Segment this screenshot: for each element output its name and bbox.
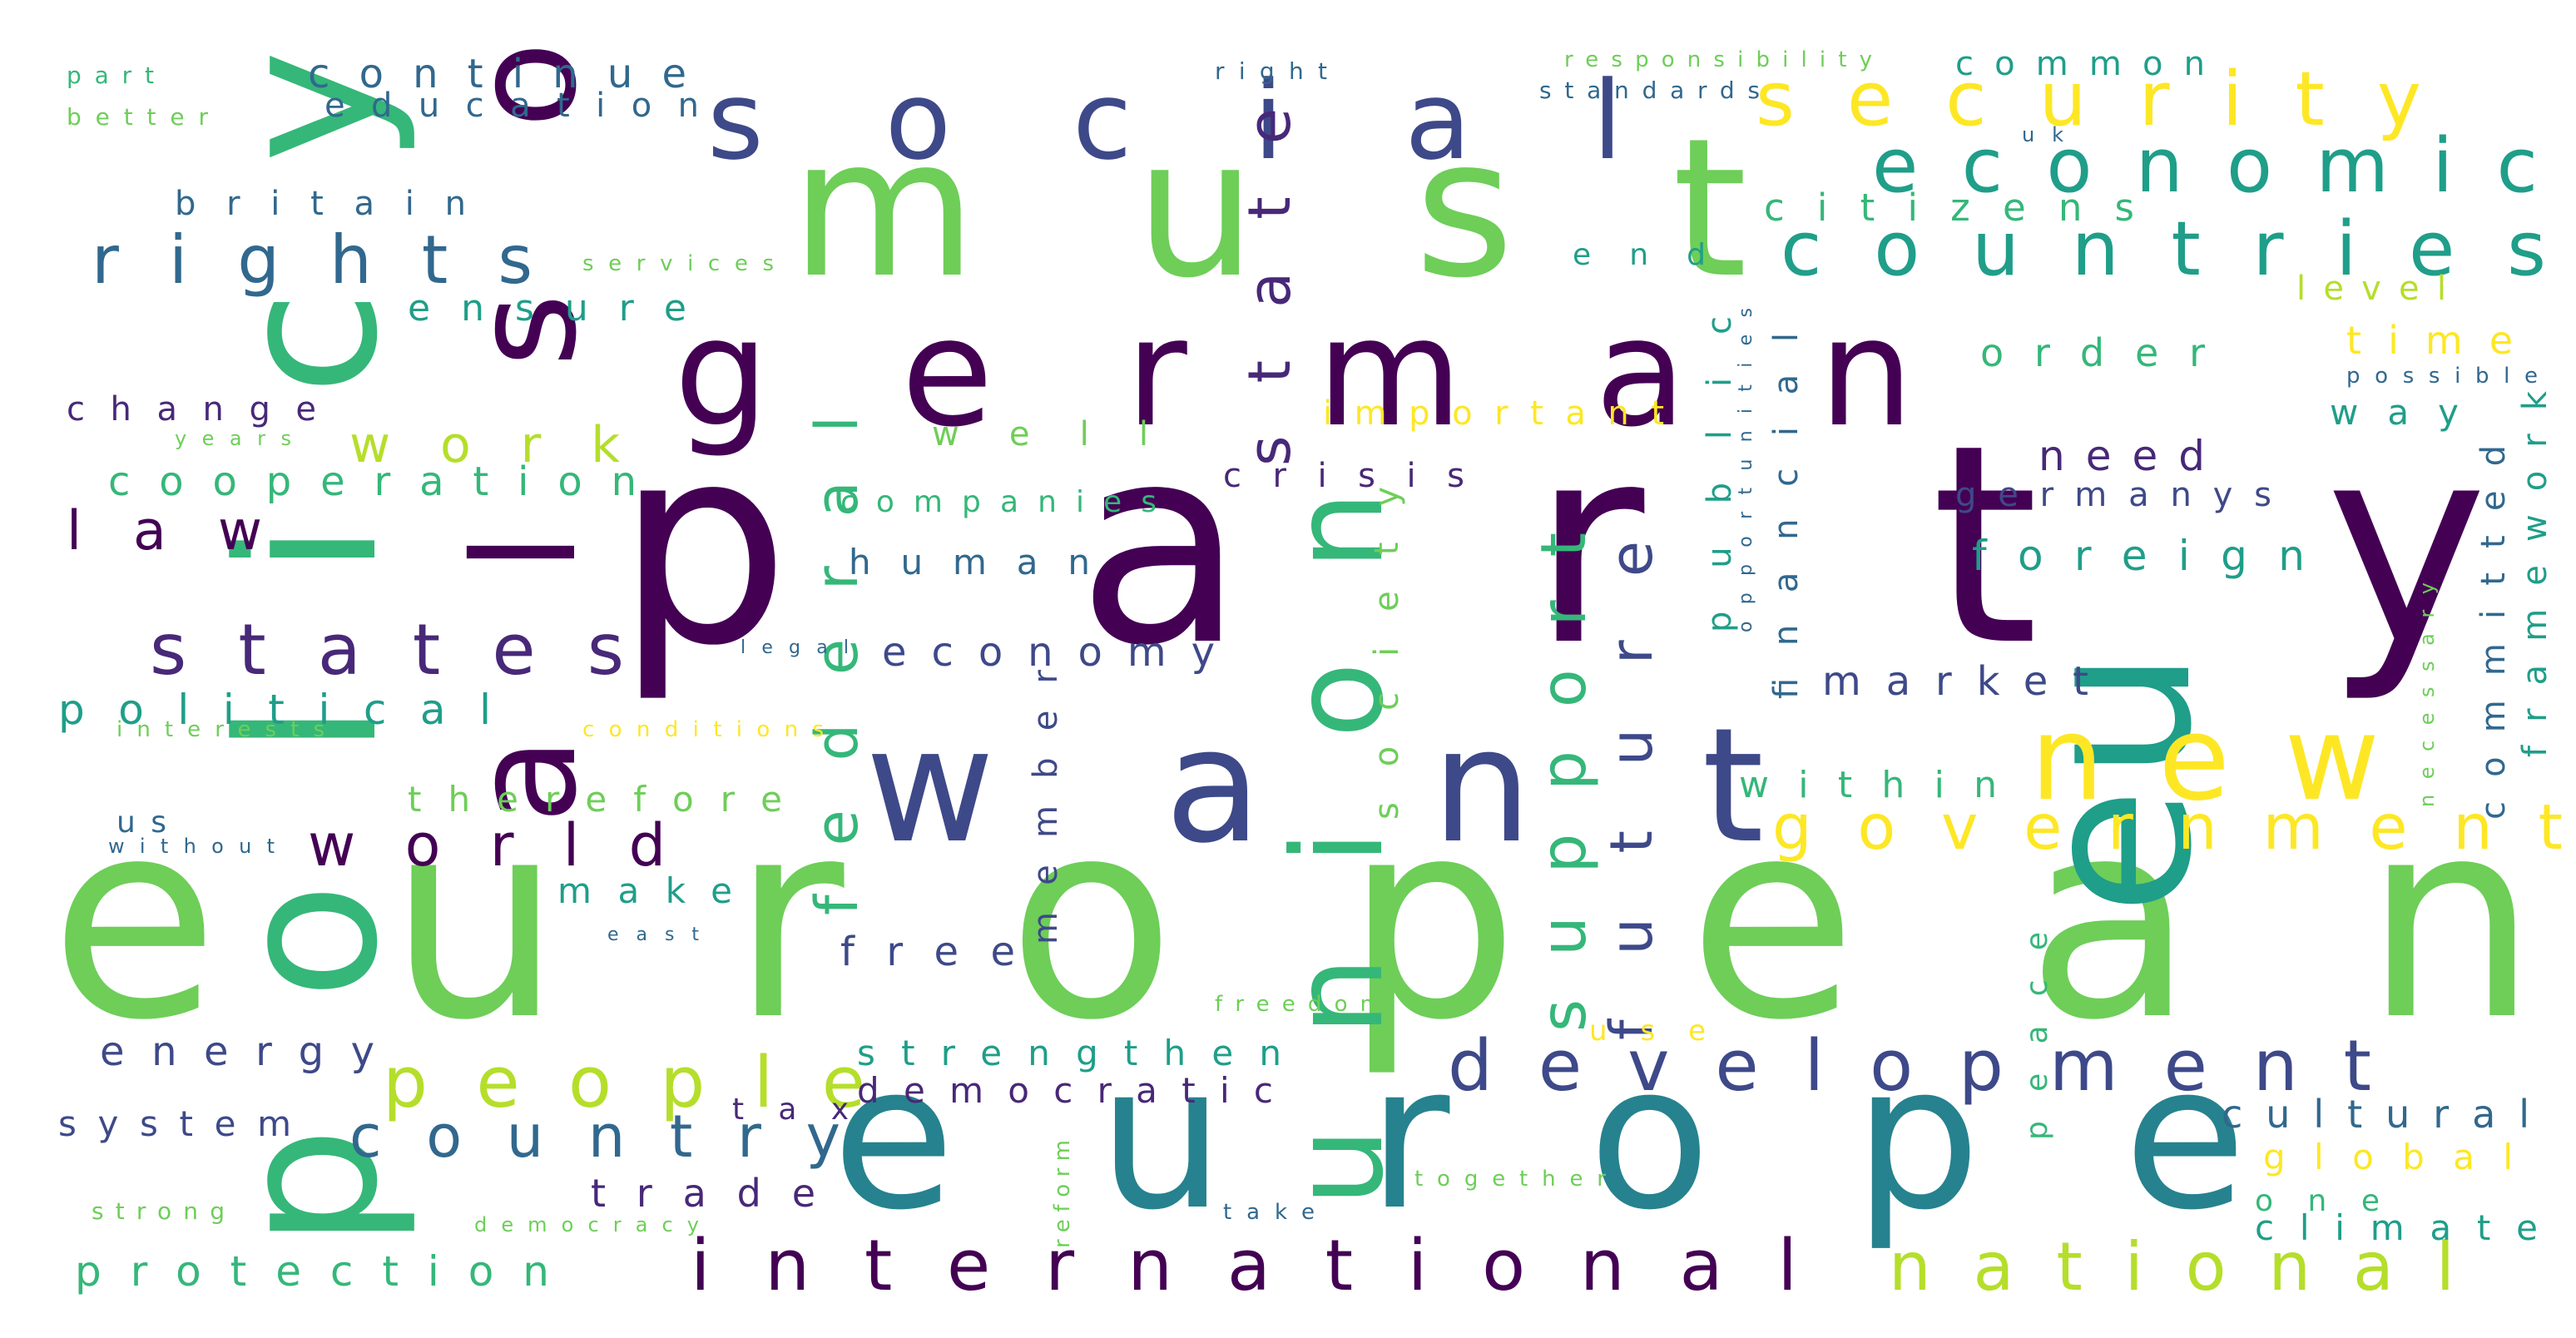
word-need: need: [2039, 432, 2205, 480]
word-part: part: [67, 62, 154, 89]
word-education: education: [324, 87, 699, 125]
word-trade: trade: [591, 1171, 815, 1216]
word-democracy: democracy: [474, 1213, 699, 1236]
word-economy: economy: [882, 629, 1215, 676]
word-public: public: [1701, 316, 1739, 632]
word-support: support: [1527, 533, 1600, 1032]
word-therefore: therefore: [408, 779, 782, 820]
word-international: international: [691, 1225, 1797, 1307]
word-standards: standards: [1539, 77, 1760, 104]
word-states: states: [150, 609, 624, 691]
word-climate: climate: [2255, 1207, 2538, 1248]
word-way: way: [2330, 392, 2459, 433]
word-global: global: [2263, 1137, 2513, 1177]
word-important: important: [1323, 394, 1664, 433]
word-necessary: necessary: [2415, 582, 2439, 807]
word-citizens: citizens: [1764, 186, 2134, 230]
word-years: years: [175, 427, 291, 450]
word-financial: financial: [1767, 333, 1806, 699]
word-services: services: [582, 251, 774, 276]
word-time: time: [2346, 318, 2513, 363]
word-economic: economic: [1872, 122, 2538, 210]
word-protection: protection: [75, 1247, 549, 1296]
word-better: better: [67, 103, 208, 131]
word-right: right: [1215, 57, 1327, 85]
word-countries: countries: [1781, 206, 2546, 293]
word-society: society: [1368, 487, 1406, 820]
word-britain: britain: [175, 185, 466, 223]
word-country: country: [349, 1103, 840, 1171]
word-order: order: [1980, 330, 2205, 375]
word-free: free: [840, 929, 1015, 975]
word-east: east: [607, 924, 699, 945]
word-possible: possible: [2346, 364, 2538, 389]
word-federal: federal: [803, 416, 871, 915]
word-germanys: germanys: [1955, 476, 2271, 514]
word-framework: framework: [2516, 390, 2554, 757]
word-together: together: [1414, 1167, 1606, 1192]
word-responsibility: responsibility: [1564, 47, 1872, 72]
word-new: new: [2030, 691, 2380, 827]
word-human: human: [849, 542, 1090, 582]
word-cultural: cultural: [2222, 1092, 2529, 1137]
word-use: use: [1589, 1014, 1706, 1048]
word-reform: reform: [1050, 1140, 1075, 1248]
word-opportunities: opportunities: [1736, 308, 1756, 632]
word-foreign: foreign: [1972, 532, 2305, 580]
word-interests: interests: [116, 717, 324, 742]
word-law: law: [67, 500, 262, 562]
word-conditions: conditions: [582, 717, 824, 742]
word-companies: companies: [840, 485, 1157, 519]
